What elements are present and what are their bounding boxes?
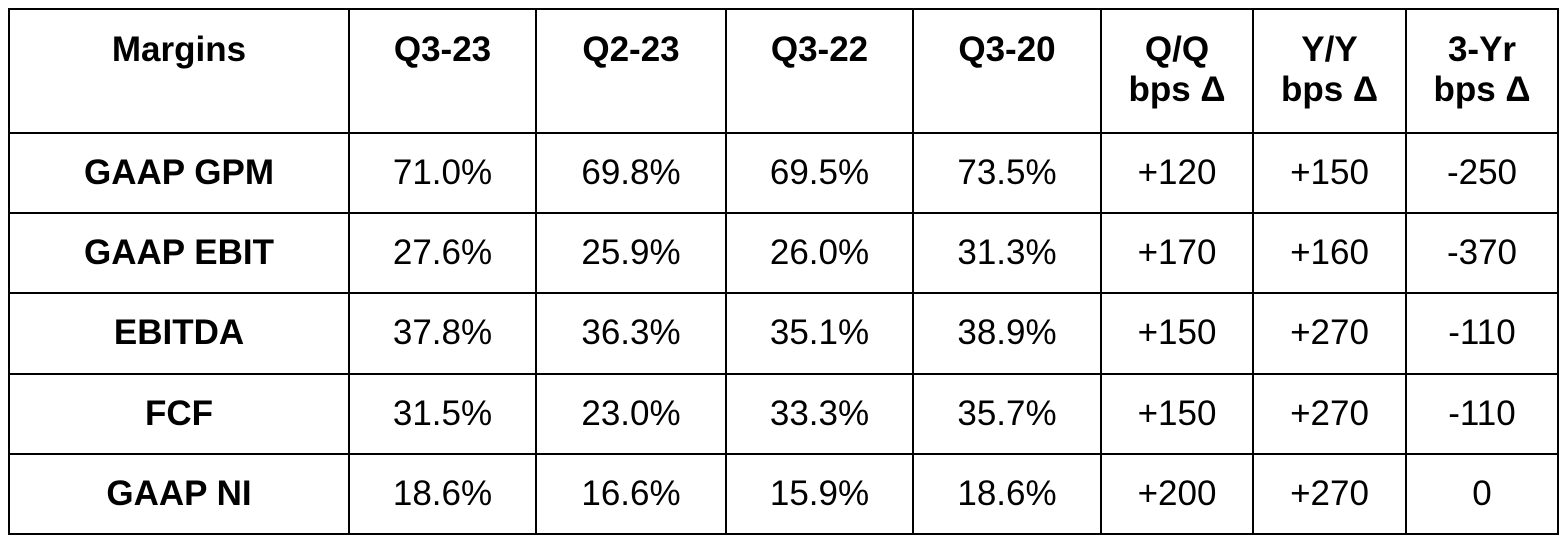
cell: 31.3% — [912, 212, 1102, 295]
cell: 35.1% — [725, 292, 914, 375]
cell: 38.9% — [912, 292, 1102, 375]
header-text: bps Δ — [1280, 70, 1379, 109]
cell: 18.6% — [912, 452, 1102, 536]
cell: -110 — [1405, 372, 1559, 455]
cell: 27.6% — [348, 212, 537, 295]
cell: +270 — [1252, 452, 1407, 536]
cell: 25.9% — [535, 212, 727, 295]
table-row: EBITDA 37.8% 36.3% 35.1% 38.9% +150 +270 -110 — [8, 292, 1559, 375]
cell: +150 — [1252, 131, 1407, 215]
row-label: EBITDA — [8, 292, 350, 375]
table-row: GAAP NI 18.6% 16.6% 15.9% 18.6% +200 +270 0 — [8, 452, 1559, 536]
header-cell: Margins — [8, 8, 350, 134]
cell: +270 — [1252, 372, 1407, 455]
cell: -250 — [1405, 131, 1559, 215]
cell: 31.5% — [348, 372, 537, 455]
cell: 71.0% — [348, 131, 537, 215]
cell: 33.3% — [725, 372, 914, 455]
table-body: GAAP GPM 71.0% 69.8% 69.5% 73.5% +120 +150 -250… — [8, 131, 1559, 536]
cell: +200 — [1100, 452, 1254, 536]
header-cell: Y/Y bps Δ — [1252, 8, 1407, 134]
table-row: FCF 31.5% 23.0% 33.3% 35.7% +150 +270 -110 — [8, 372, 1559, 455]
cell: 0 — [1405, 452, 1559, 536]
header-text: bps Δ — [1128, 70, 1226, 109]
header-cell: Q3-23 — [348, 8, 537, 134]
row-label: GAAP NI — [8, 452, 350, 536]
table-row: GAAP GPM 71.0% 69.8% 69.5% 73.5% +120 +150 -250 — [8, 131, 1559, 215]
header-row: Margins Q3-23 Q2-23 Q3-22 Q3-20 Q/Q bps Δ Y/Y bp… — [8, 8, 1559, 134]
row-label: FCF — [8, 372, 350, 455]
margins-table: Margins Q3-23 Q2-23 Q3-22 Q3-20 Q/Q bps Δ Y/Y bp… — [8, 8, 1559, 536]
header-text: bps Δ — [1433, 70, 1531, 109]
cell: 15.9% — [725, 452, 914, 536]
header-text: Margins — [111, 30, 247, 69]
header-text: Q/Q — [1144, 30, 1210, 69]
cell: 16.6% — [535, 452, 727, 536]
cell: 18.6% — [348, 452, 537, 536]
cell: -110 — [1405, 292, 1559, 375]
cell: +120 — [1100, 131, 1254, 215]
cell: +150 — [1100, 292, 1254, 375]
header-cell: Q3-20 — [912, 8, 1102, 134]
cell: +170 — [1100, 212, 1254, 295]
table-row: GAAP EBIT 27.6% 25.9% 26.0% 31.3% +170 +160 -37… — [8, 212, 1559, 295]
header-text: Q3-23 — [393, 30, 492, 69]
header-text: 3-Yr — [1447, 30, 1517, 69]
header-cell: Q3-22 — [725, 8, 914, 134]
row-label: GAAP EBIT — [8, 212, 350, 295]
header-text: Q3-20 — [958, 30, 1056, 69]
cell: +160 — [1252, 212, 1407, 295]
cell: 36.3% — [535, 292, 727, 375]
cell: 23.0% — [535, 372, 727, 455]
cell: -370 — [1405, 212, 1559, 295]
cell: 69.5% — [725, 131, 914, 215]
cell: 26.0% — [725, 212, 914, 295]
cell: 73.5% — [912, 131, 1102, 215]
header-cell: Q2-23 — [535, 8, 727, 134]
cell: +270 — [1252, 292, 1407, 375]
cell: 37.8% — [348, 292, 537, 375]
header-cell: Q/Q bps Δ — [1100, 8, 1254, 134]
header-text: Q2-23 — [582, 30, 680, 69]
cell: +150 — [1100, 372, 1254, 455]
row-label: GAAP GPM — [8, 131, 350, 215]
header-text: Q3-22 — [770, 30, 869, 69]
cell: 69.8% — [535, 131, 727, 215]
header-text: Y/Y — [1301, 30, 1358, 69]
header-cell: 3-Yr bps Δ — [1405, 8, 1559, 134]
cell: 35.7% — [912, 372, 1102, 455]
